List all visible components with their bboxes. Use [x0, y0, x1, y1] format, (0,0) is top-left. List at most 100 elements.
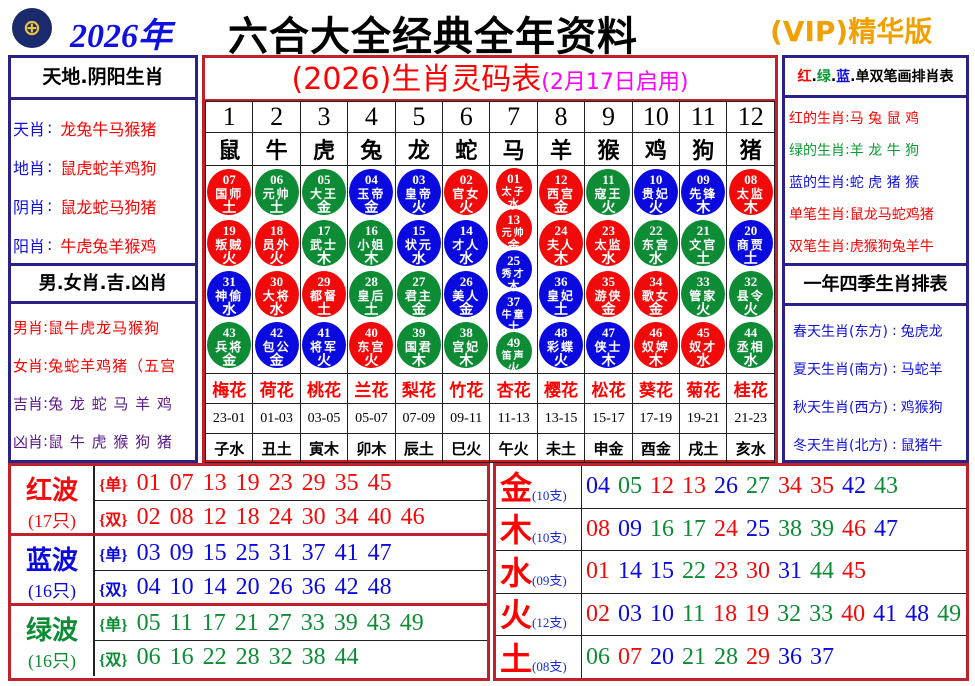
zodiac-cell: 羊 — [536, 132, 586, 166]
seasons-list: 春天生肖(东方): 兔虎龙 夏天生肖(南方): 马蛇羊 秋天生肖(西方): 鸡猴狗 冬天生肖… — [785, 306, 966, 464]
ball-name: 官女 — [452, 187, 481, 201]
ball-element: 水 — [648, 251, 663, 267]
element-number: 02 — [586, 601, 610, 628]
ball-name: 贵妃 — [641, 187, 670, 201]
element-number: 14 — [618, 558, 642, 585]
number-ball: 06 元帅土 — [254, 169, 299, 216]
nannv-row: 吉肖: 兔 龙 蛇 马 羊 鸡 — [13, 384, 195, 422]
number-ball: 27 君主金 — [396, 271, 441, 318]
wave-red: 红波 (17只) {单} 01 07 13 19 23 29 35 45 {双} 02 08 12 18 24 3… — [11, 466, 487, 536]
color-stroke-row: 单笔生肖: 鼠龙马蛇鸡猪 — [789, 198, 966, 230]
ball-name: 笛声 — [501, 351, 526, 362]
colon: : — [47, 118, 53, 137]
branch-cell: 未土 — [536, 433, 586, 463]
element-number: 11 — [682, 601, 706, 628]
flower-cell: 桂花 — [726, 373, 775, 404]
flower-cell: 松花 — [584, 373, 633, 404]
ball-number: 12 — [554, 172, 568, 187]
ball-name: 东宫 — [357, 340, 386, 354]
nannv-jixiong-title: 男.女肖.吉.凶肖 — [11, 266, 195, 304]
ball-name: 文官 — [689, 238, 718, 252]
ball-name: 将军 — [310, 340, 339, 354]
zodiac-cell: 兔 — [347, 132, 396, 166]
number-ball: 05 大王金 — [302, 169, 347, 216]
ball-name: 游侠 — [594, 289, 623, 303]
nannv-row: 女肖: 兔蛇羊鸡猪（五宫 — [13, 346, 195, 384]
ball-number: 34 — [649, 274, 663, 289]
ball-number: 06 — [270, 172, 284, 187]
page-title: 六合大全经典全年资料 — [228, 14, 638, 60]
row-value: 鼠 牛 虎 猴 狗 猪 — [48, 432, 173, 451]
element-number: 22 — [682, 558, 706, 585]
row-key: 阳肖 — [13, 236, 46, 256]
column-number: 6 — [442, 101, 491, 133]
element-name: 火 — [500, 596, 533, 635]
wave-number: 07 — [169, 469, 194, 496]
number-ball: 18 员外火 — [254, 220, 299, 267]
ball-element: 金 — [601, 302, 616, 318]
wave-number: 12 — [202, 504, 227, 530]
column-number: 1 — [204, 101, 254, 133]
number-ball: 23 太监水 — [586, 220, 631, 267]
wave-number: 29 — [301, 469, 326, 496]
wave-number: 32 — [268, 644, 293, 670]
colon: : — [47, 196, 53, 215]
number-ball: 39 国君木 — [396, 322, 441, 369]
ball-number: 49 — [507, 335, 521, 350]
color-stroke-row: 红的生肖: 马 兔 鼠 鸡 — [789, 102, 966, 134]
ball-element: 土 — [317, 302, 332, 318]
ball-element: 火 — [317, 353, 332, 369]
ball-name: 都督 — [310, 289, 339, 303]
colon: : — [845, 142, 850, 158]
wave-number: 22 — [202, 644, 227, 670]
column-number: 10 — [631, 101, 681, 133]
ball-element: 土 — [554, 302, 569, 318]
wave-number: 16 — [169, 644, 194, 670]
ball-cell: 06 元帅土 18 员外火 30 大将水 42 包公金 — [252, 165, 301, 374]
wave-number: 25 — [235, 539, 260, 566]
element-number: 27 — [746, 473, 770, 500]
number-ball: 30 大将水 — [254, 271, 299, 318]
tiandi-row: 地肖: 鼠虎蛇羊鸡狗 — [13, 147, 195, 186]
row-key: 秋天生肖(西方) — [793, 400, 888, 416]
colon: : — [43, 318, 49, 336]
row-key: 地肖 — [13, 158, 46, 178]
colon: : — [845, 206, 850, 222]
color-stroke-list: 红的生肖: 马 兔 鼠 鸡绿的生肖: 羊 龙 牛 狗蓝的生肖: 蛇 虎 猪 猴单笔生肖… — [785, 98, 966, 266]
element-number: 24 — [714, 515, 738, 542]
element-count: (10支) — [532, 530, 567, 546]
ball-number: 22 — [649, 223, 663, 238]
wave-label: 蓝波 (16只) — [11, 536, 95, 603]
ball-element: 木 — [601, 353, 616, 369]
parity-tag: {双} — [99, 651, 128, 669]
row-value: 马 兔 鼠 鸡 — [849, 111, 920, 127]
branch-cell: 卯木 — [347, 433, 396, 463]
ball-element: 木 — [696, 200, 711, 216]
title-red: 红 — [797, 69, 812, 85]
zodiac-cell: 马 — [489, 132, 538, 166]
element-number: 03 — [618, 601, 642, 628]
ball-cell: 12 西宫金 24 夫人木 36 皇妃土 48 彩蝶火 — [536, 165, 586, 374]
column-number: 9 — [584, 101, 633, 133]
ball-number: 42 — [270, 325, 284, 340]
element-number: 17 — [682, 515, 706, 542]
ball-number: 31 — [222, 274, 236, 289]
element-row: 木 (10支) 08 09 16 17 24 25 38 39 46 47 — [496, 508, 966, 552]
colon: : — [891, 361, 897, 377]
ball-name: 叛贼 — [215, 238, 244, 252]
ball-number: 15 — [412, 223, 426, 238]
zodiac-cell: 猪 — [726, 132, 775, 166]
row-value: 蛇 虎 猪 猴 — [849, 175, 920, 191]
ball-name: 大王 — [310, 187, 339, 201]
row-key: 红的生肖 — [789, 111, 845, 127]
element-number: 41 — [873, 601, 898, 628]
number-ball: 29 都督土 — [302, 271, 347, 318]
element-label: 土 (08支) — [496, 636, 582, 679]
color-stroke-title: 红.绿.蓝.单双笔画排肖表 — [785, 58, 966, 98]
element-name: 金 — [500, 468, 533, 507]
element-label: 木 (10支) — [496, 508, 582, 551]
parity-tag: {双} — [99, 511, 128, 529]
ball-element: 金 — [411, 302, 426, 318]
wave-number: 36 — [301, 574, 326, 600]
ball-name: 彩蝶 — [547, 340, 576, 354]
